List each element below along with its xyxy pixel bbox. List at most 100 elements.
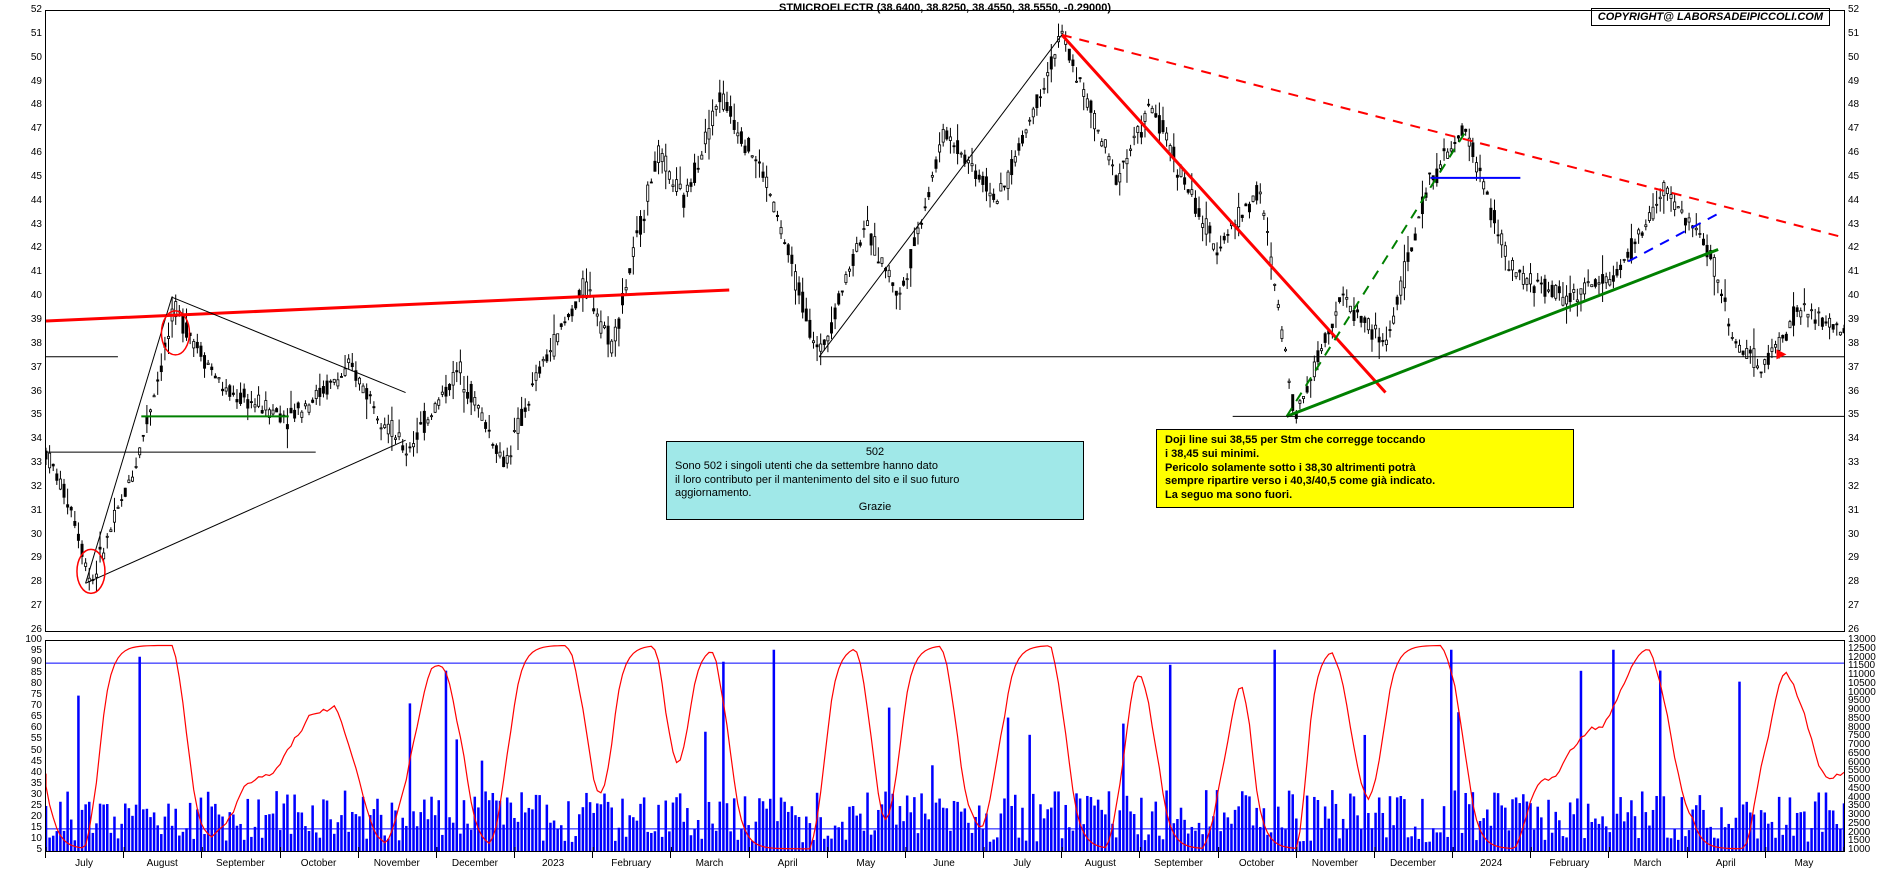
x-label: April [1716, 858, 1736, 869]
price-pane: 502 Sono 502 i singoli utenti che da set… [45, 10, 1845, 632]
price-ytick-left: 36 [0, 386, 42, 397]
cyan-l2: il loro contributo per il mantenimento d… [675, 474, 1075, 488]
price-ytick-left: 30 [0, 529, 42, 540]
price-svg [46, 11, 1844, 631]
x-label: September [1154, 858, 1203, 869]
indicator-pane [45, 640, 1845, 852]
price-ytick-right: 51 [1848, 28, 1890, 39]
price-ytick-right: 45 [1848, 171, 1890, 182]
ind-ytick-right: 13000 [1848, 634, 1890, 645]
price-ytick-right: 35 [1848, 409, 1890, 420]
x-label: July [1013, 858, 1031, 869]
cyan-l1: Sono 502 i singoli utenti che da settemb… [675, 460, 1075, 474]
price-ytick-left: 35 [0, 409, 42, 420]
price-ytick-left: 29 [0, 552, 42, 563]
x-label: February [1549, 858, 1589, 869]
x-tick [905, 852, 906, 858]
price-ytick-left: 40 [0, 290, 42, 301]
price-ytick-left: 28 [0, 576, 42, 587]
price-ytick-left: 27 [0, 600, 42, 611]
price-ytick-left: 48 [0, 99, 42, 110]
x-label: March [696, 858, 724, 869]
price-ytick-left: 46 [0, 147, 42, 158]
price-ytick-right: 31 [1848, 505, 1890, 516]
indicator-svg [46, 641, 1844, 851]
x-tick [45, 852, 46, 858]
price-ytick-right: 42 [1848, 242, 1890, 253]
x-tick [1061, 852, 1062, 858]
price-ytick-right: 38 [1848, 338, 1890, 349]
price-ytick-right: 48 [1848, 99, 1890, 110]
x-tick [1530, 852, 1531, 858]
ind-ytick-left: 50 [0, 745, 42, 756]
ind-ytick-left: 45 [0, 756, 42, 767]
price-ytick-right: 46 [1848, 147, 1890, 158]
x-tick [1765, 852, 1766, 858]
x-tick [1218, 852, 1219, 858]
x-tick [280, 852, 281, 858]
price-ytick-right: 30 [1848, 529, 1890, 540]
x-label: March [1634, 858, 1662, 869]
cyan-title: 502 [675, 446, 1075, 460]
x-label: October [301, 858, 337, 869]
price-ytick-right: 50 [1848, 52, 1890, 63]
x-label: 2024 [1480, 858, 1502, 869]
x-tick [436, 852, 437, 858]
price-ytick-right: 47 [1848, 123, 1890, 134]
x-tick [1296, 852, 1297, 858]
x-label: June [933, 858, 955, 869]
cyan-l4: Grazie [675, 501, 1075, 515]
price-ytick-left: 50 [0, 52, 42, 63]
price-ytick-right: 44 [1848, 195, 1890, 206]
price-ytick-left: 37 [0, 362, 42, 373]
x-tick [670, 852, 671, 858]
x-label: July [75, 858, 93, 869]
x-tick [1139, 852, 1140, 858]
ind-ytick-left: 100 [0, 634, 42, 645]
yel-l4: sempre ripartire verso i 40,3/40,5 come … [1165, 475, 1565, 489]
x-tick [1687, 852, 1688, 858]
x-label: October [1239, 858, 1275, 869]
price-ytick-left: 44 [0, 195, 42, 206]
x-label: August [147, 858, 178, 869]
info-box-cyan: 502 Sono 502 i singoli utenti che da set… [666, 441, 1084, 520]
x-tick [983, 852, 984, 858]
x-tick [827, 852, 828, 858]
price-ytick-right: 29 [1848, 552, 1890, 563]
x-label: 2023 [542, 858, 564, 869]
x-label: November [374, 858, 420, 869]
price-ytick-left: 34 [0, 433, 42, 444]
price-ytick-right: 27 [1848, 600, 1890, 611]
ind-ytick-left: 65 [0, 711, 42, 722]
ind-ytick-left: 30 [0, 789, 42, 800]
x-label: May [1794, 858, 1813, 869]
ind-ytick-left: 15 [0, 822, 42, 833]
price-ytick-right: 33 [1848, 457, 1890, 468]
ind-ytick-left: 85 [0, 667, 42, 678]
ind-ytick-left: 5 [0, 844, 42, 855]
yel-l2: i 38,45 sui minimi. [1165, 448, 1565, 462]
yel-l1: Doji line sui 38,55 per Stm che corregge… [1165, 434, 1565, 448]
ind-ytick-left: 60 [0, 722, 42, 733]
x-tick [123, 852, 124, 858]
price-ytick-right: 37 [1848, 362, 1890, 373]
ind-ytick-left: 75 [0, 689, 42, 700]
x-label: November [1312, 858, 1358, 869]
yel-l5: La seguo ma sono fuori. [1165, 489, 1565, 503]
x-axis: JulyAugustSeptemberOctoberNovemberDecemb… [45, 852, 1845, 892]
ind-ytick-left: 90 [0, 656, 42, 667]
x-tick [358, 852, 359, 858]
price-ytick-left: 52 [0, 4, 42, 15]
x-tick [1452, 852, 1453, 858]
price-ytick-left: 41 [0, 266, 42, 277]
x-label: August [1085, 858, 1116, 869]
price-ytick-left: 39 [0, 314, 42, 325]
price-ytick-left: 47 [0, 123, 42, 134]
price-ytick-right: 52 [1848, 4, 1890, 15]
price-ytick-right: 43 [1848, 219, 1890, 230]
ind-ytick-left: 10 [0, 833, 42, 844]
price-ytick-right: 39 [1848, 314, 1890, 325]
x-label: May [856, 858, 875, 869]
ind-ytick-left: 80 [0, 678, 42, 689]
ind-ytick-left: 95 [0, 645, 42, 656]
